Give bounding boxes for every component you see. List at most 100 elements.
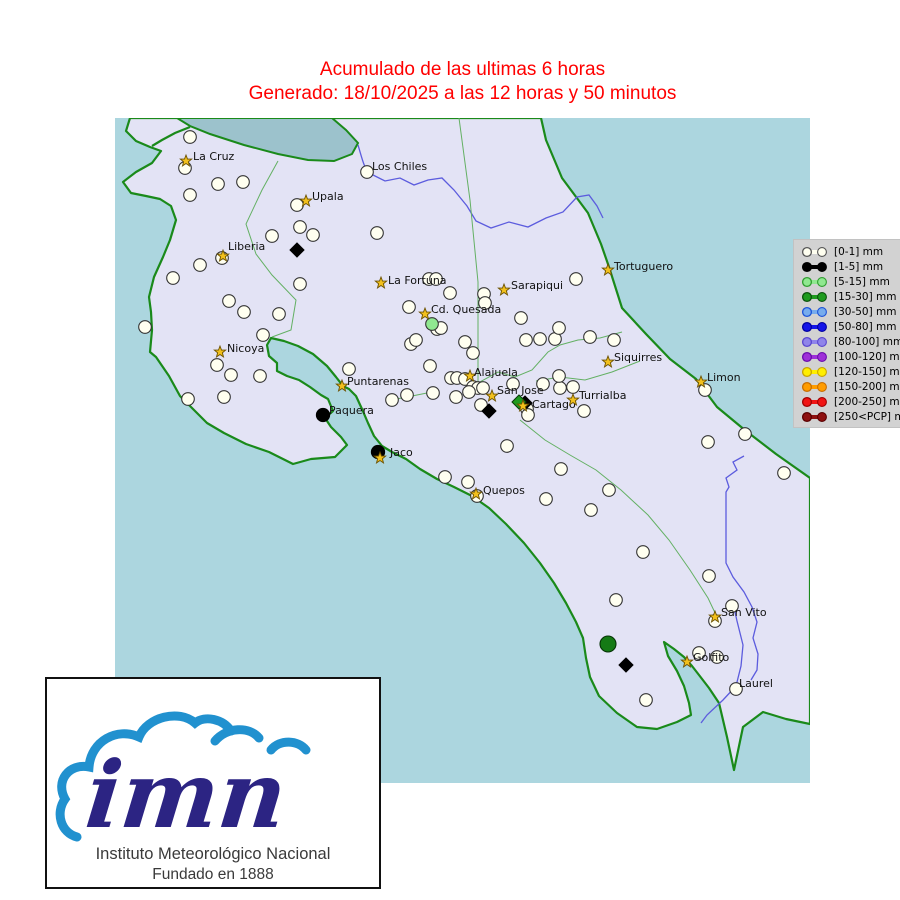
legend-item: [100-120] mm	[800, 349, 900, 364]
rivers	[357, 144, 759, 724]
city-label: Quepos	[483, 484, 525, 497]
city-star-icon	[335, 378, 349, 392]
station-marker	[236, 175, 250, 189]
station-marker	[506, 377, 520, 391]
city-label: Limon	[707, 371, 741, 384]
title-block: Acumulado de las ultimas 6 horas Generad…	[115, 58, 810, 106]
legend-item-label: [150-200] mm	[834, 380, 900, 393]
station-marker	[458, 335, 472, 349]
legend-item-label: [15-30] mm	[834, 290, 897, 303]
station-marker	[777, 466, 791, 480]
station-marker	[554, 462, 568, 476]
imn-logo: imn Instituto Meteorológico Nacional Fun…	[45, 677, 381, 889]
city-star-icon	[516, 398, 530, 412]
station-marker	[290, 198, 304, 212]
station-marker	[500, 439, 514, 453]
imn-wordmark: imn	[81, 740, 292, 849]
station-marker	[519, 333, 533, 347]
station-marker	[609, 593, 623, 607]
legend-item: [150-200] mm	[800, 379, 900, 394]
station-marker	[476, 381, 490, 395]
city-star-icon	[566, 392, 580, 406]
city-star-icon	[418, 306, 432, 320]
station-marker	[138, 320, 152, 334]
station-marker	[710, 650, 724, 664]
city-label: Golfito	[693, 651, 730, 664]
station-marker	[217, 390, 231, 404]
city-star-icon	[179, 153, 193, 167]
city-label: Sarapiqui	[511, 279, 563, 292]
station-marker	[566, 380, 580, 394]
nicaragua-border-line	[151, 125, 191, 147]
station-marker	[478, 296, 492, 310]
city-star-icon	[299, 193, 313, 207]
station-marker	[222, 294, 236, 308]
station-marker	[360, 165, 374, 179]
legend-item-label: [250<PCP] mm	[834, 410, 900, 423]
station-marker	[385, 393, 399, 407]
station-marker	[289, 242, 305, 258]
station-marker	[409, 333, 423, 347]
legend-marker-icon	[801, 276, 827, 287]
lake-nicaragua	[175, 118, 360, 163]
stations-layer	[138, 130, 791, 707]
station-marker	[449, 390, 463, 404]
legend-item: [0-1] mm	[800, 244, 900, 259]
legend-item: [50-80] mm	[800, 319, 900, 334]
city-label: Tortuguero	[613, 260, 673, 273]
station-marker	[539, 492, 553, 506]
station-marker	[193, 258, 207, 272]
legend-item: [250<PCP] mm	[800, 409, 900, 424]
station-marker	[702, 569, 716, 583]
legend-item-label: [120-150] mm	[834, 365, 900, 378]
legend-marker-icon	[801, 246, 827, 257]
station-marker	[636, 545, 650, 559]
legend-marker-icon	[801, 306, 827, 317]
legend-item-label: [30-50] mm	[834, 305, 897, 318]
legend-item-label: [0-1] mm	[834, 245, 884, 258]
station-marker	[481, 403, 497, 419]
city-star-icon	[680, 654, 694, 668]
legend-marker-icon	[801, 351, 827, 362]
legend-item: [1-5] mm	[800, 259, 900, 274]
station-marker	[466, 346, 480, 360]
station-marker	[552, 321, 566, 335]
province-borders	[245, 118, 718, 618]
station-marker	[533, 332, 547, 346]
logo-institute-name: Instituto Meteorológico Nacional	[96, 845, 331, 863]
station-marker	[536, 377, 550, 391]
legend-marker-icon	[801, 381, 827, 392]
legend-marker-icon	[801, 411, 827, 422]
city-label: Siquirres	[614, 351, 662, 364]
city-star-icon	[601, 354, 615, 368]
station-marker	[370, 226, 384, 240]
legend-item: [200-250] mm	[800, 394, 900, 409]
city-star-icon	[497, 282, 511, 296]
station-marker	[698, 383, 712, 397]
station-marker	[553, 381, 567, 395]
city-label: Liberia	[228, 240, 265, 253]
city-star-icon	[708, 609, 722, 623]
city-star-icon	[601, 262, 615, 276]
station-marker	[402, 300, 416, 314]
imn-logo-art: imn Instituto Meteorológico Nacional Fun…	[55, 711, 331, 883]
station-marker	[423, 359, 437, 373]
station-marker	[569, 272, 583, 286]
station-marker	[738, 427, 752, 441]
precipitation-map: La Cruz Upala Los Chiles Liberia La Fortuna C…	[115, 118, 900, 783]
city-star-icon	[463, 368, 477, 382]
station-marker	[514, 311, 528, 325]
station-marker	[265, 229, 279, 243]
city-star-icon	[469, 486, 483, 500]
station-marker	[253, 369, 267, 383]
station-marker	[725, 599, 739, 613]
legend-item: [30-50] mm	[800, 304, 900, 319]
station-marker	[584, 503, 598, 517]
city-star-icon	[216, 248, 230, 262]
station-marker	[552, 369, 566, 383]
city-label: Paquera	[329, 404, 374, 417]
station-marker	[183, 188, 197, 202]
station-marker	[438, 470, 452, 484]
city-label: Los Chiles	[372, 160, 427, 173]
